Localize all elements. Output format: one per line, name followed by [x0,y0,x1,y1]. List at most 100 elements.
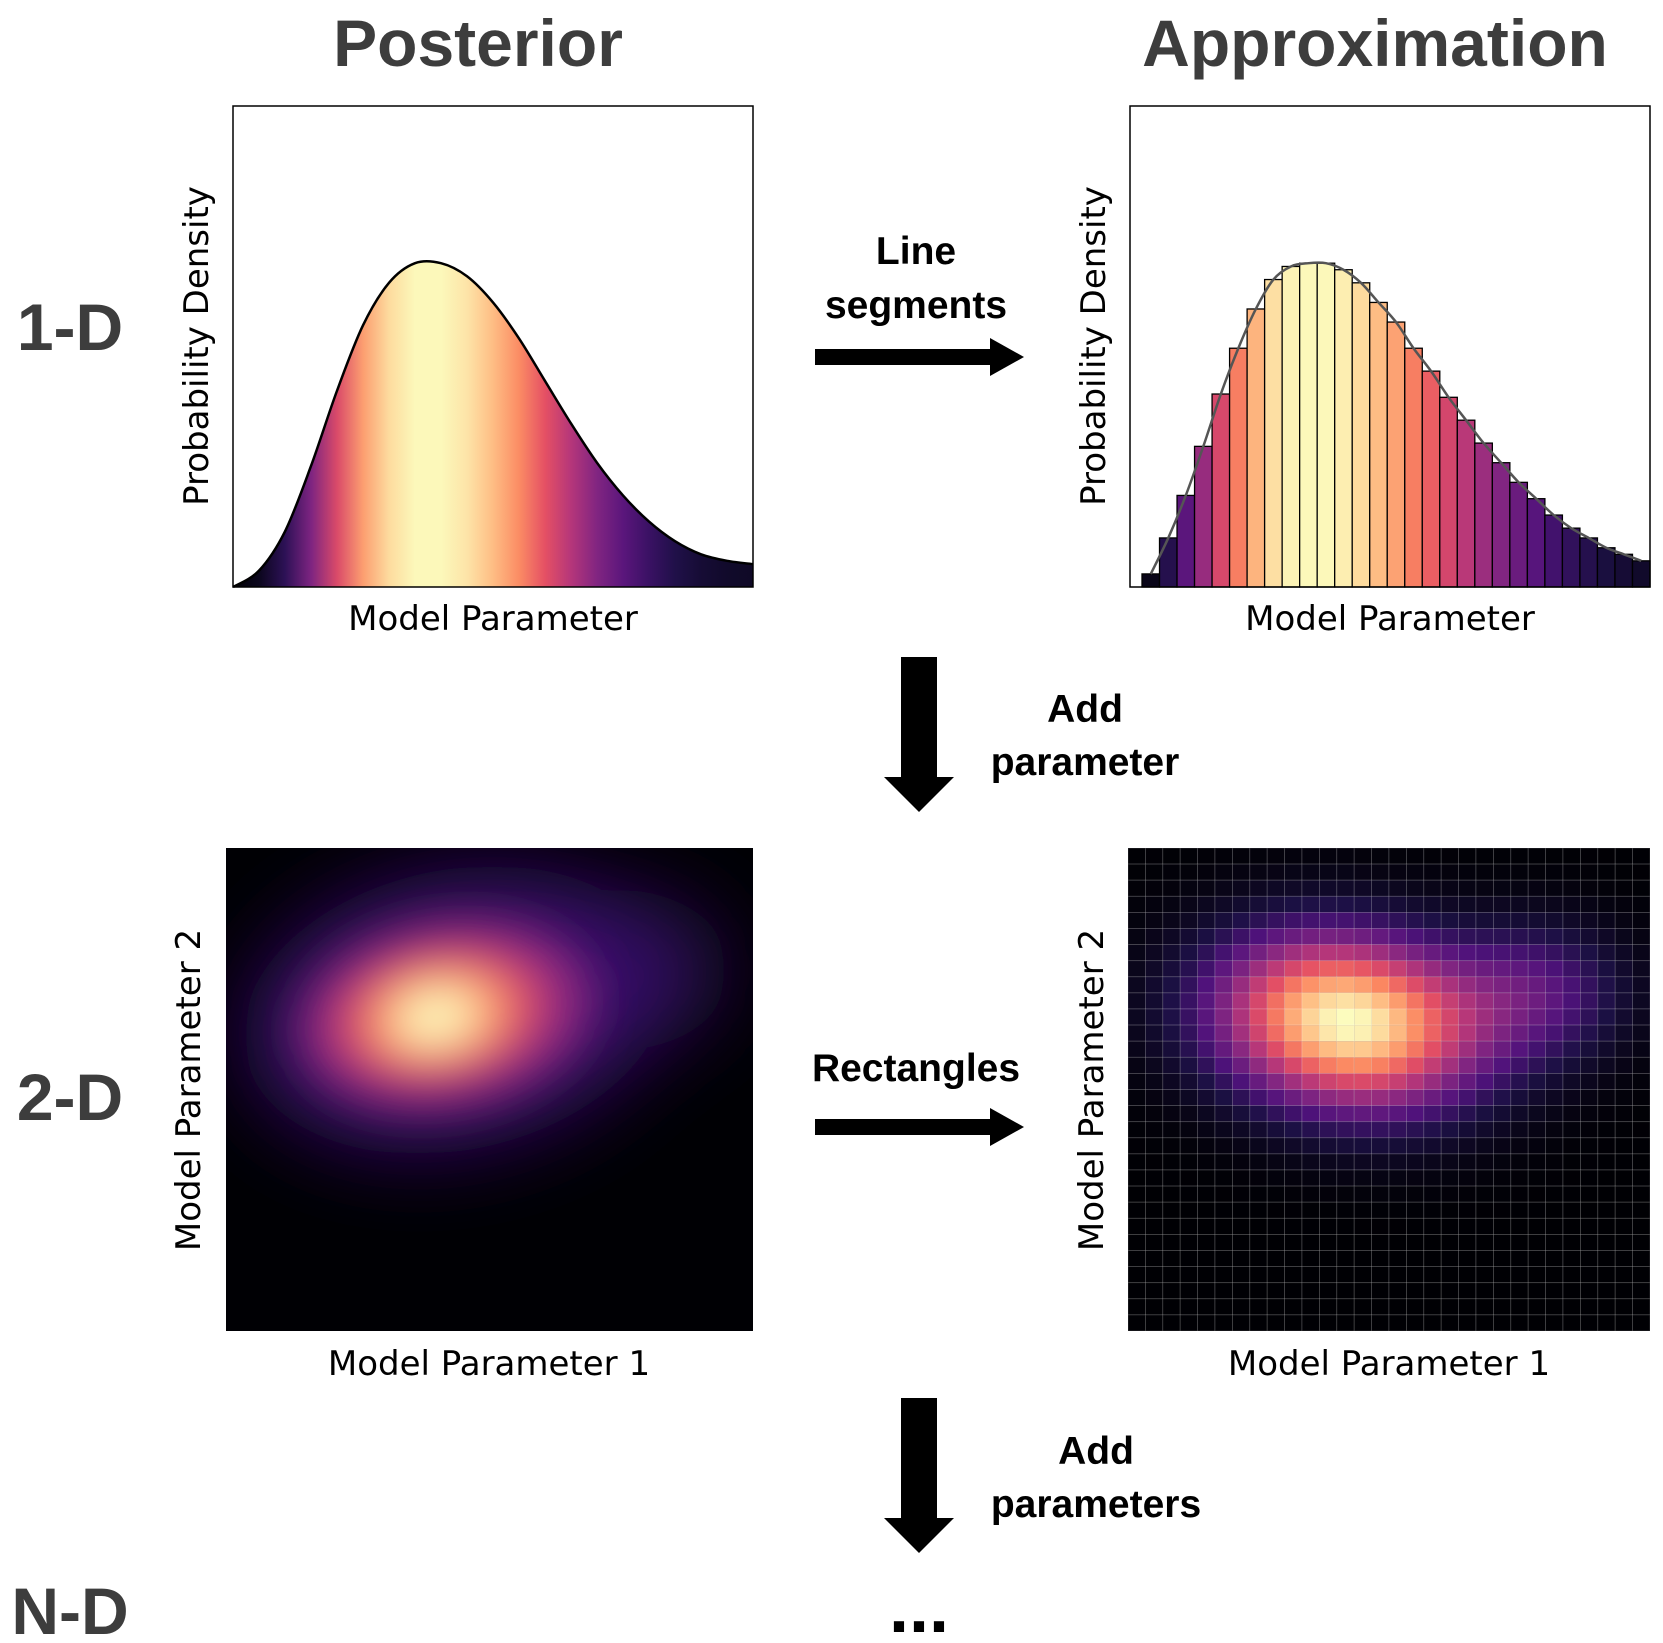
grid-cell [1614,1266,1633,1284]
grid-cell [1475,1040,1494,1058]
grid-cell [1440,1314,1459,1332]
grid-cell [1406,1298,1425,1316]
grid-cell [1458,960,1477,978]
grid-cell [1580,928,1599,946]
grid-cell [1423,928,1442,946]
histogram-bar [1404,347,1423,588]
approximation-2d-ylabel: Model Parameter 2 [1072,929,1112,1251]
grid-cell [1371,912,1390,929]
grid-cell [1284,992,1303,1010]
grid-cell [1353,944,1372,962]
grid-cell [1179,928,1198,946]
grid-cell [1127,1217,1146,1235]
grid-cell [1214,1040,1233,1058]
grid-cell [1249,1169,1268,1187]
grid-cell [1423,1298,1442,1316]
grid-cell [1632,1105,1651,1123]
grid-cell [1371,863,1390,881]
grid-cell [1214,1105,1233,1123]
grid-cell [1232,1137,1251,1155]
right-arrow-icon [815,1108,1024,1146]
grid-cell [1614,1024,1633,1042]
grid-cell [1632,960,1651,978]
grid-cell [1214,1121,1233,1139]
grid-cell [1197,847,1216,865]
grid-cell [1319,1201,1338,1219]
grid-cell [1527,1008,1546,1026]
grid-cell [1632,1234,1651,1251]
grid-cell [1510,1169,1529,1187]
grid-cell [1423,912,1442,929]
grid-cell [1580,1008,1599,1026]
grid-cell [1284,1282,1303,1300]
grid-cell [1562,895,1581,913]
grid-cell [1232,879,1251,897]
grid-cell [1614,1217,1633,1235]
grid-cell [1388,879,1407,897]
grid-cell [1493,895,1512,913]
grid-cell [1493,1040,1512,1058]
histogram-bar [1369,301,1388,588]
grid-cell [1493,1008,1512,1026]
grid-cell [1197,1250,1216,1268]
grid-cell [1284,895,1303,913]
grid-cell [1319,992,1338,1010]
grid-cell [1632,1024,1651,1042]
grid-cell [1232,1201,1251,1219]
grid-cell [1388,895,1407,913]
grid-cell [1527,1024,1546,1042]
grid-cell [1284,879,1303,897]
grid-cell [1319,879,1338,897]
grid-cell [1475,960,1494,978]
grid-cell [1353,1250,1372,1268]
grid-cell [1336,1121,1355,1139]
grid-cell [1371,847,1390,865]
grid-cell [1458,1201,1477,1219]
grid-cell [1458,928,1477,946]
grid-cell [1388,1234,1407,1251]
grid-cell [1440,1105,1459,1123]
grid-cell [1388,1250,1407,1268]
grid-cell [1232,863,1251,881]
grid-cell [1232,928,1251,946]
grid-cell [1545,1008,1564,1026]
grid-cell [1493,1217,1512,1235]
grid-cell [1597,944,1616,962]
grid-cell [1284,960,1303,978]
grid-cell [1284,1121,1303,1139]
approximation-1d-panel [1129,105,1651,588]
grid-cell [1197,1153,1216,1171]
grid-cell [1336,1185,1355,1203]
grid-cell [1597,1153,1616,1171]
grid-cell [1319,1008,1338,1026]
grid-cell [1319,928,1338,946]
grid-cell [1266,1024,1285,1042]
grid-cell [1545,1040,1564,1058]
grid-cell [1162,1008,1181,1026]
grid-cell [1371,1105,1390,1123]
grid-cell [1319,1266,1338,1284]
grid-cell [1527,1201,1546,1219]
histogram-bar [1211,393,1231,588]
grid-cell [1284,1089,1303,1107]
grid-cell [1197,1008,1216,1026]
grid-cell [1562,1314,1581,1332]
grid-cell [1406,879,1425,897]
grid-cell [1179,1314,1198,1332]
grid-cell [1597,895,1616,913]
grid-cell [1284,1217,1303,1235]
add-parameter-label-2: parameter [991,741,1180,784]
grid-cell [1406,895,1425,913]
grid-cell [1545,976,1564,994]
grid-cell [1301,944,1320,962]
grid-cell [1371,960,1390,978]
grid-cell [1319,960,1338,978]
grid-cell [1406,1314,1425,1332]
grid-cell [1423,1024,1442,1042]
grid-cell [1232,1105,1251,1123]
grid-cell [1614,1314,1633,1332]
grid-cell [1440,1008,1459,1026]
grid-cell [1545,1185,1564,1203]
grid-cell [1127,1153,1146,1171]
grid-cell [1336,1314,1355,1332]
